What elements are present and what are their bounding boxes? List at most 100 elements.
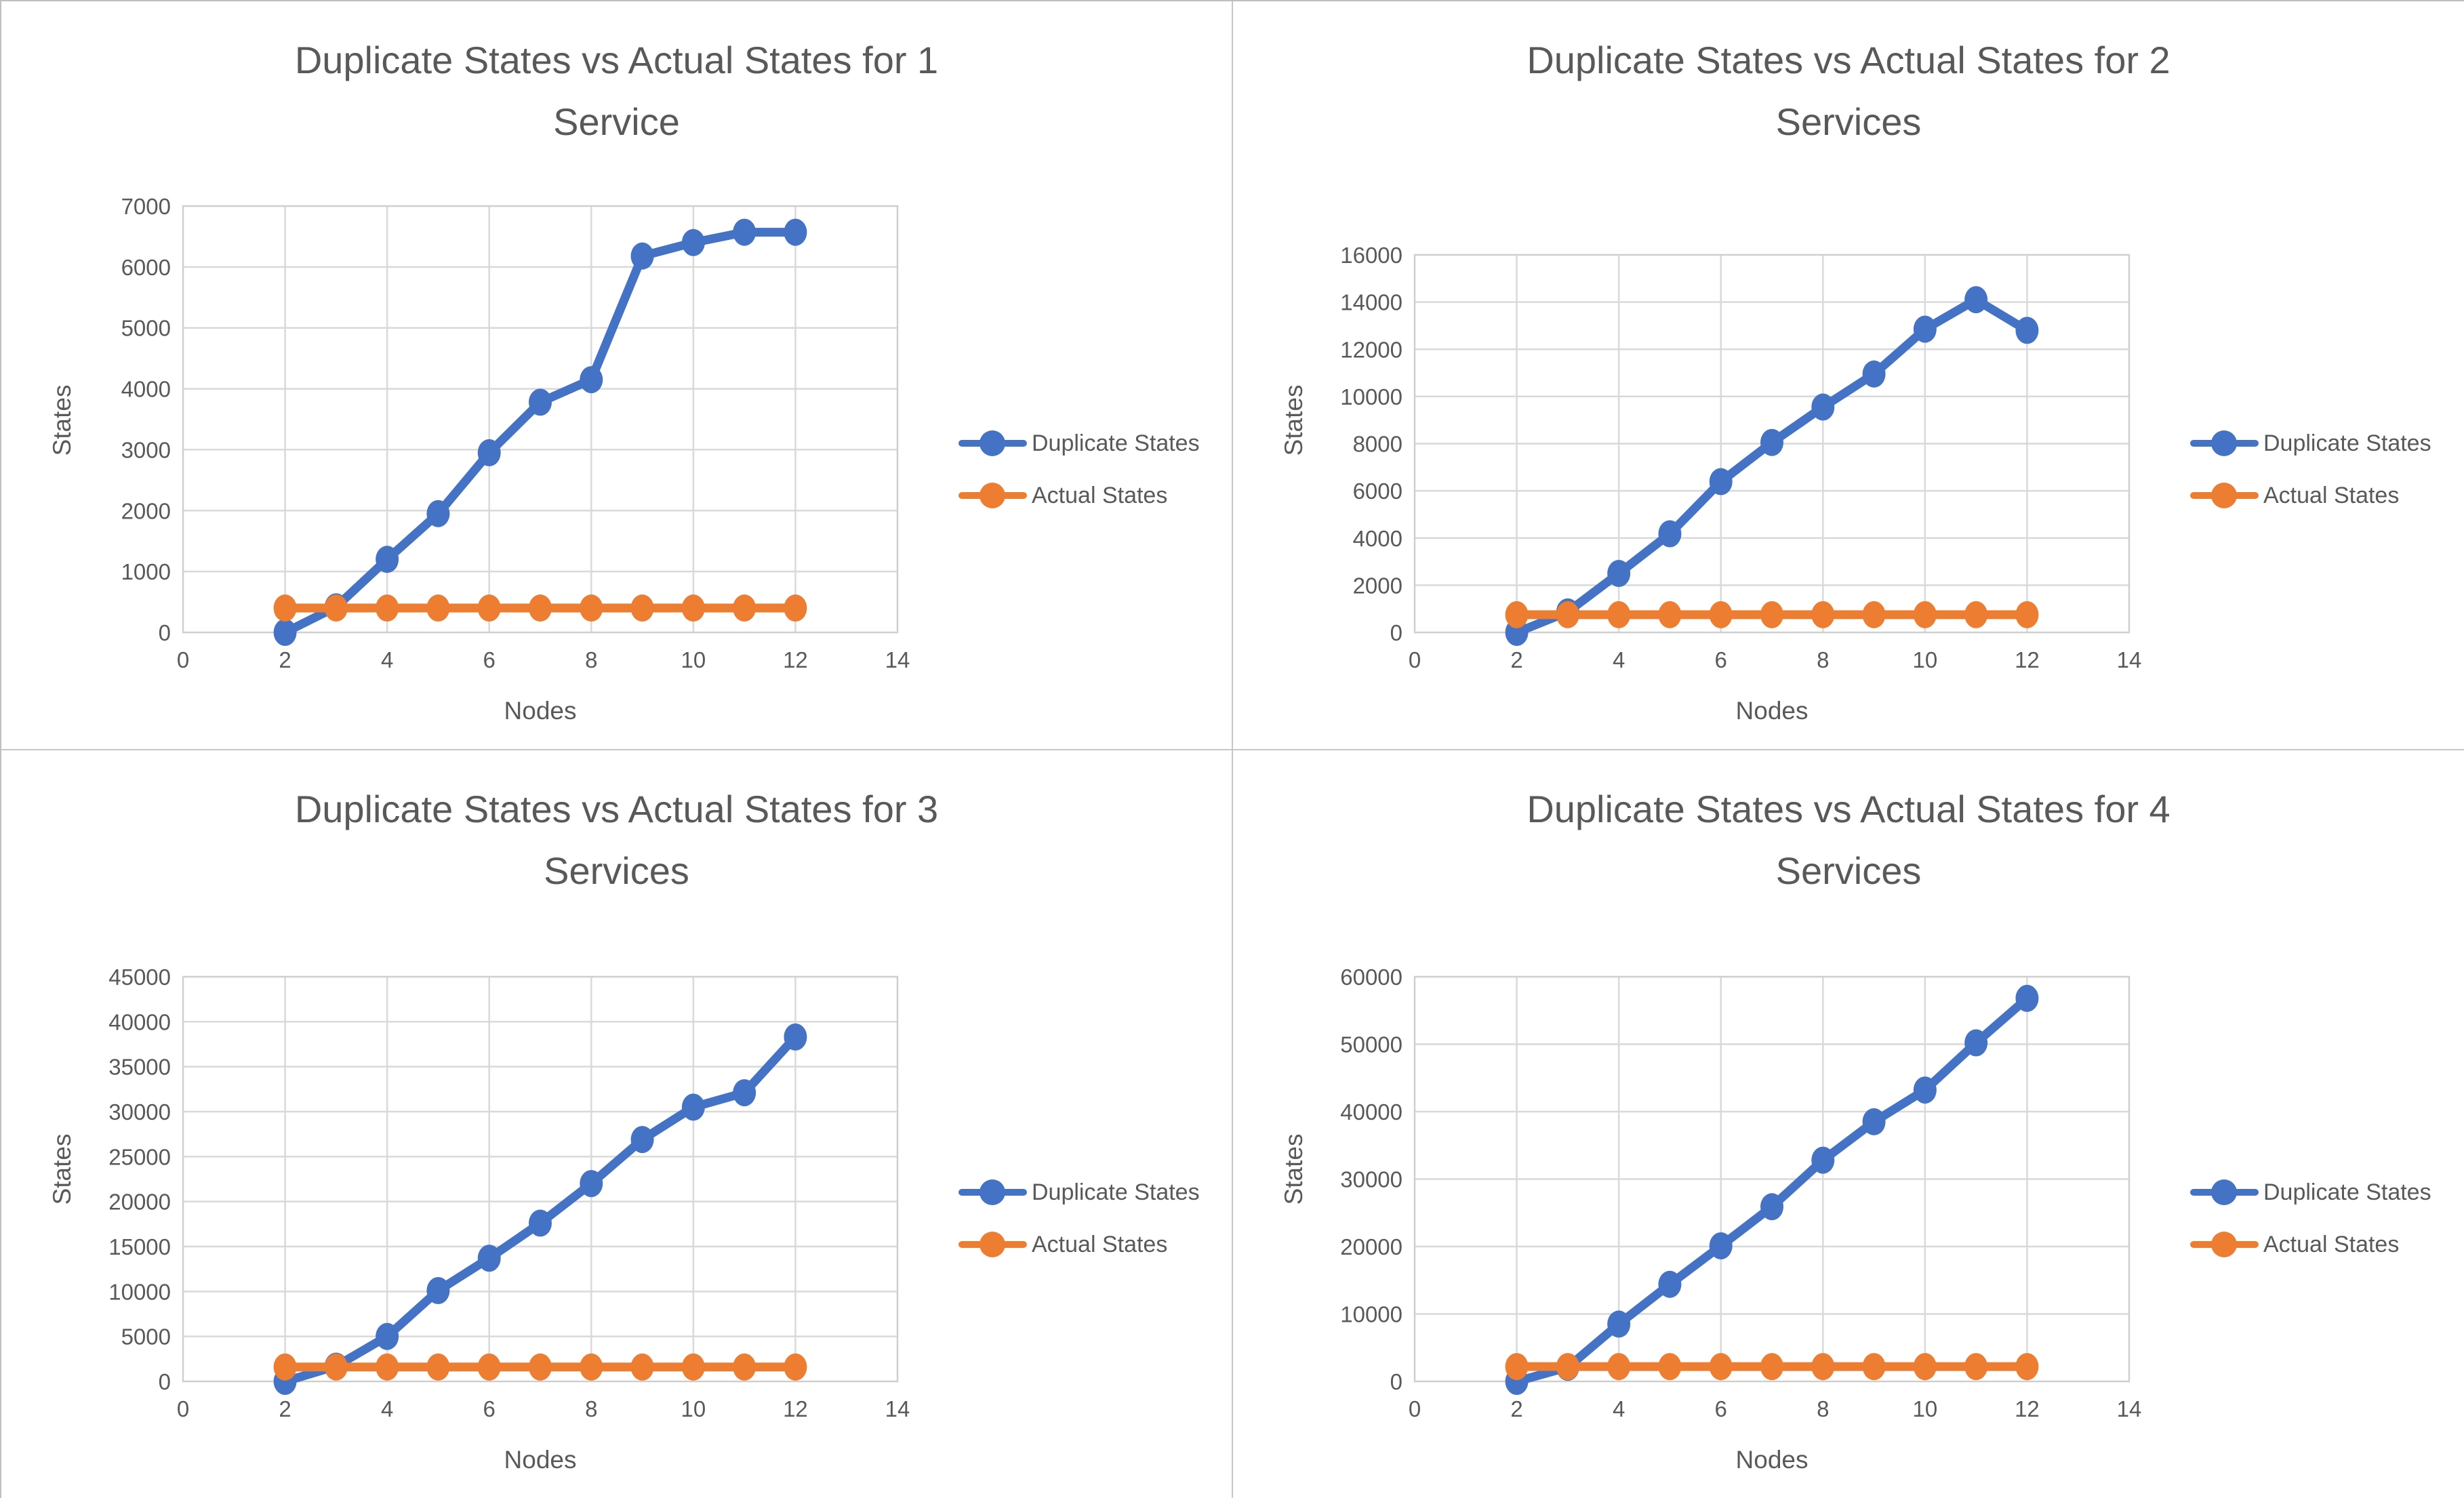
- actual-states-legend-marker-icon: [958, 1230, 1027, 1259]
- x-tick-label: 6: [1715, 1396, 1727, 1421]
- data-point-marker: [630, 1353, 654, 1381]
- series-duplicate-states[interactable]: [273, 218, 807, 646]
- series-duplicate-states[interactable]: [273, 1023, 807, 1395]
- legend-item-duplicate-states[interactable]: Duplicate States: [2190, 1177, 2431, 1207]
- data-point-marker: [784, 218, 807, 246]
- legend-item-duplicate-states[interactable]: Duplicate States: [2190, 428, 2431, 458]
- x-tick-label: 12: [2015, 1396, 2040, 1421]
- data-point-marker: [426, 1353, 450, 1381]
- x-axis-ticks: 0 2 4 6 8 10 12 14: [177, 1396, 910, 1421]
- duplicate-states-legend-marker-icon: [958, 1177, 1027, 1207]
- data-point-marker: [273, 1353, 297, 1381]
- data-point-marker: [1964, 1029, 1988, 1057]
- data-point-marker: [1913, 1353, 1937, 1381]
- data-point-marker: [1760, 428, 1783, 456]
- series-actual-states[interactable]: [273, 594, 807, 622]
- series-line-duplicate-states[interactable]: [1512, 994, 2032, 1386]
- y-tick-label: 40000: [108, 1009, 171, 1034]
- x-tick-label: 0: [1409, 647, 1421, 672]
- legend-item-actual-states[interactable]: Actual States: [958, 481, 1167, 510]
- data-point-marker: [1964, 601, 1988, 628]
- chart-plot-4-services[interactable]: 0 10000 20000 30000 40000 50000 60000 0 2 4 6 8 10 12…: [1233, 750, 2464, 1498]
- legend-item-actual-states[interactable]: Actual States: [958, 1230, 1167, 1259]
- data-point-marker: [681, 1093, 705, 1121]
- y-axis-title: States: [48, 1133, 76, 1205]
- chart-panel-1-service: Duplicate States vs Actual States for 1 …: [1, 1, 1233, 750]
- data-point-marker: [426, 500, 450, 527]
- series-actual-states[interactable]: [1505, 601, 2039, 628]
- x-tick-label: 10: [1912, 647, 1937, 672]
- data-point-marker: [376, 1322, 399, 1350]
- y-tick-label: 15000: [108, 1234, 171, 1259]
- chart-plot-2-services[interactable]: 0 2000 4000 6000 8000 10000 12000 14000 16000 0 2 4…: [1233, 1, 2464, 750]
- chart-plot-3-services[interactable]: 0 5000 10000 15000 20000 25000 30000 35000 40000…: [1, 750, 1233, 1498]
- series-actual-states[interactable]: [1505, 1353, 2039, 1381]
- data-point-marker: [1862, 601, 1886, 628]
- y-tick-label: 25000: [108, 1144, 171, 1169]
- x-tick-label: 4: [381, 1396, 393, 1421]
- actual-states-legend-marker-icon: [2190, 481, 2259, 510]
- data-point-marker: [1862, 360, 1886, 388]
- chart-panel-4-services: Duplicate States vs Actual States for 4 …: [1233, 750, 2464, 1498]
- x-tick-label: 12: [2015, 647, 2040, 672]
- y-axis-ticks: 0 10000 20000 30000 40000 50000 60000: [1340, 965, 1402, 1394]
- legend-item-duplicate-states[interactable]: Duplicate States: [958, 428, 1200, 458]
- series-actual-states[interactable]: [273, 1353, 807, 1381]
- x-tick-label: 8: [585, 647, 597, 672]
- series-duplicate-states[interactable]: [1505, 286, 2039, 646]
- legend-item-actual-states[interactable]: Actual States: [2190, 481, 2399, 510]
- chart-plot-1-service[interactable]: 0 1000 2000 3000 4000 5000 6000 7000 0 2 4 6 8 10 12 14: [1, 1, 1233, 750]
- legend-item-actual-states[interactable]: Actual States: [2190, 1230, 2399, 1259]
- duplicate-states-legend-marker-icon: [2190, 1177, 2259, 1207]
- y-tick-label: 0: [1390, 620, 1402, 645]
- data-point-marker: [2015, 984, 2039, 1012]
- chart-panel-3-services: Duplicate States vs Actual States for 3 …: [1, 750, 1233, 1498]
- data-point-marker: [324, 1353, 348, 1381]
- data-point-marker: [2015, 601, 2039, 628]
- y-tick-label: 6000: [121, 255, 171, 280]
- data-point-marker: [1862, 1108, 1886, 1135]
- data-point-marker: [580, 1353, 603, 1381]
- data-point-marker: [1862, 1353, 1886, 1381]
- data-point-marker: [733, 1079, 756, 1107]
- y-tick-label: 5000: [121, 1324, 171, 1350]
- data-point-marker: [1556, 1353, 1579, 1381]
- y-tick-label: 35000: [108, 1055, 171, 1080]
- y-tick-label: 2000: [121, 498, 171, 523]
- y-tick-label: 10000: [108, 1279, 171, 1304]
- y-tick-label: 0: [159, 1369, 171, 1394]
- data-point-marker: [1709, 468, 1733, 495]
- data-point-marker: [1913, 601, 1937, 628]
- data-point-marker: [681, 1353, 705, 1381]
- series-line-duplicate-states[interactable]: [281, 1032, 800, 1386]
- legend-label: Actual States: [1032, 482, 1168, 508]
- x-tick-label: 8: [1817, 1396, 1829, 1421]
- legend-label: Actual States: [2263, 1231, 2400, 1257]
- plot-border: [182, 205, 899, 634]
- data-point-marker: [426, 594, 450, 622]
- series-line-duplicate-states[interactable]: [281, 228, 800, 637]
- data-point-marker: [477, 1244, 501, 1272]
- x-tick-label: 6: [483, 647, 496, 672]
- data-point-marker: [273, 594, 297, 622]
- y-tick-label: 1000: [121, 559, 171, 584]
- data-point-marker: [1505, 601, 1529, 628]
- x-axis-title: Nodes: [504, 1446, 577, 1474]
- chart-title: Duplicate States vs Actual States for 2 …: [1527, 39, 2170, 143]
- x-tick-label: 10: [681, 647, 706, 672]
- y-tick-label: 8000: [1353, 432, 1402, 457]
- x-tick-label: 8: [585, 1396, 597, 1421]
- data-point-marker: [1709, 1232, 1733, 1260]
- data-point-marker: [784, 1353, 807, 1381]
- data-point-marker: [784, 594, 807, 622]
- legend-label: Duplicate States: [2263, 430, 2431, 456]
- series-duplicate-states[interactable]: [1505, 984, 2039, 1395]
- legend-item-duplicate-states[interactable]: Duplicate States: [958, 1177, 1200, 1207]
- y-axis-ticks: 0 1000 2000 3000 4000 5000 6000 7000: [121, 194, 171, 645]
- data-point-marker: [376, 594, 399, 622]
- data-point-marker: [1760, 601, 1783, 628]
- x-tick-label: 10: [681, 1396, 706, 1421]
- plot-border: [182, 975, 899, 1383]
- data-point-marker: [733, 1353, 756, 1381]
